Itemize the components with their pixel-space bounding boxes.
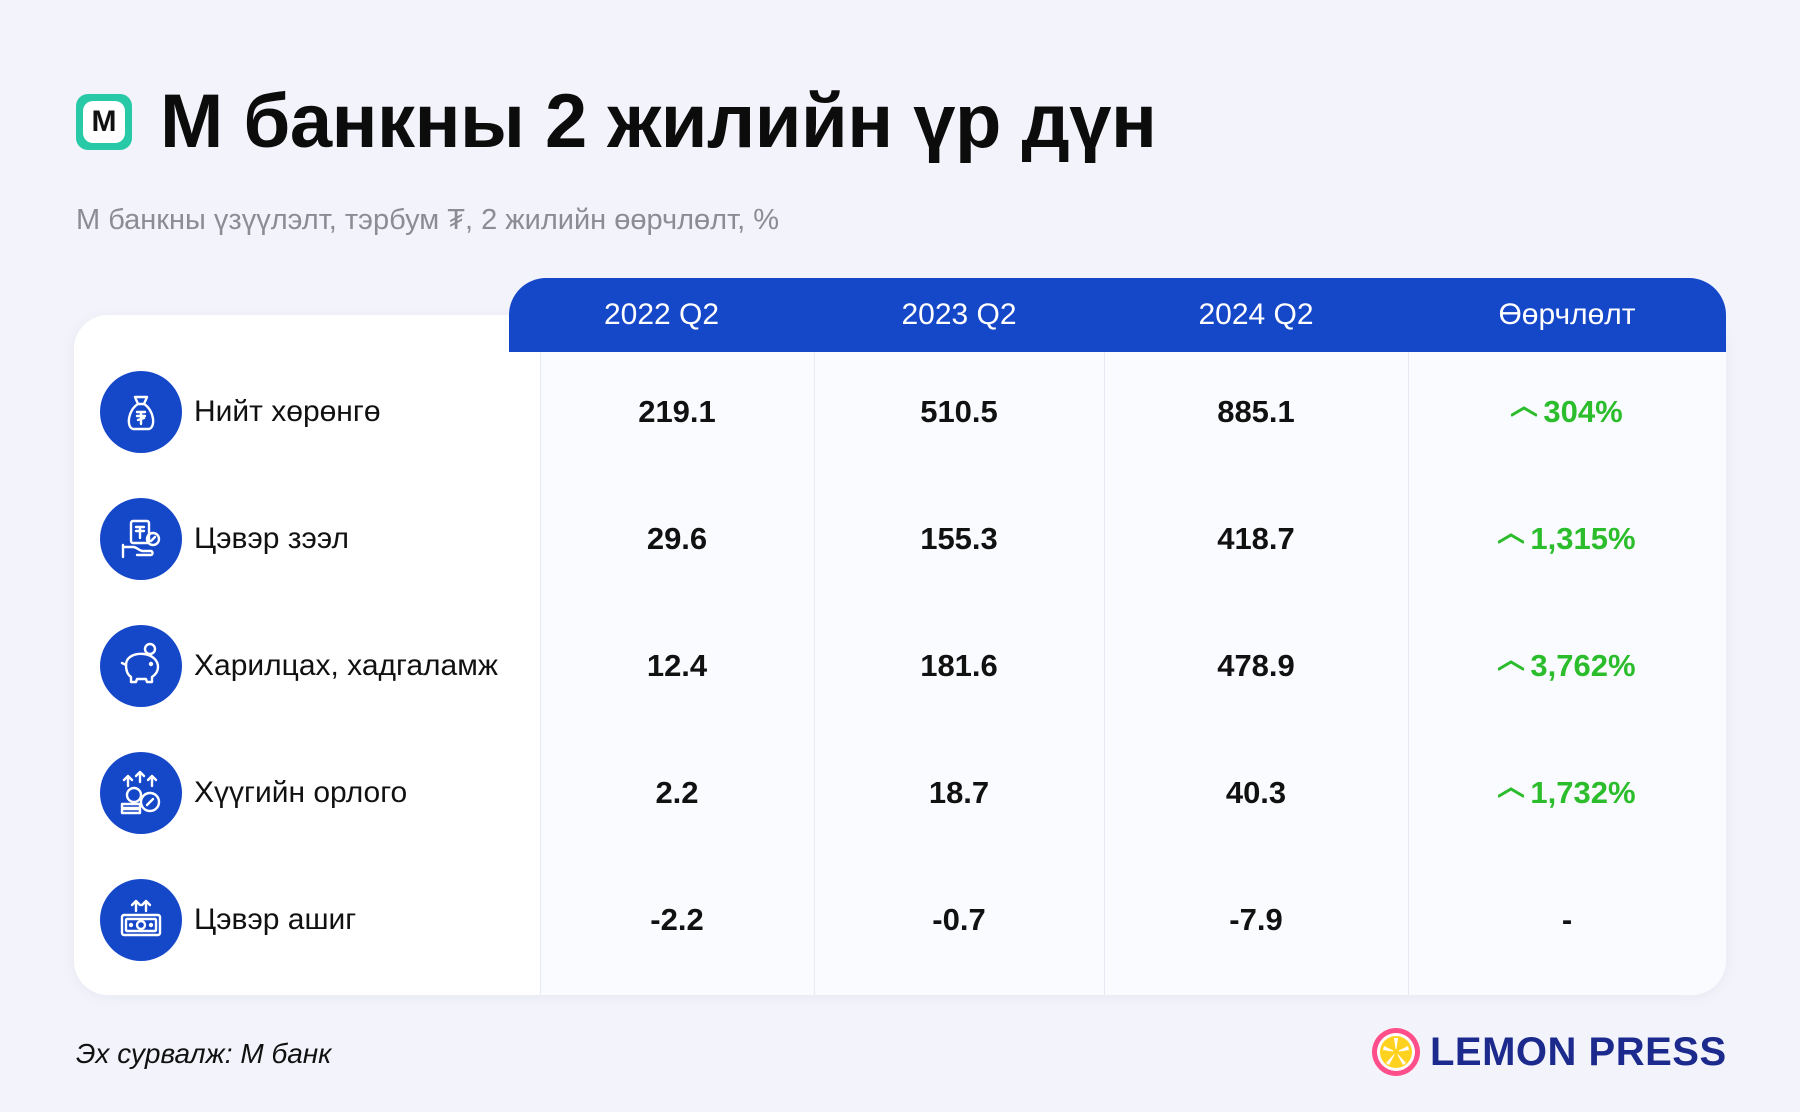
page-subtitle: М банкны үзүүлэлт, тэрбум ₮, 2 жилийн өө… bbox=[76, 204, 780, 236]
change-cell: 304% bbox=[1408, 394, 1726, 430]
change-value: 3,762% bbox=[1530, 647, 1636, 683]
loan-hand-icon bbox=[100, 497, 182, 580]
change-value: 1,732% bbox=[1530, 774, 1636, 810]
row-label: Харилцах, хадгаламж bbox=[194, 648, 498, 682]
piggy-bank-icon bbox=[100, 624, 182, 707]
value-2024q2: 418.7 bbox=[1217, 520, 1295, 556]
value-2023q2: -0.7 bbox=[932, 901, 986, 937]
logo-letter: М bbox=[83, 100, 125, 143]
value-2024q2: 885.1 bbox=[1217, 393, 1295, 429]
table-row: Цэвэр зээл 29.6 155.3 418.7 1,315% bbox=[74, 475, 1726, 602]
table-row: Цэвэр ашиг -2.2 -0.7 -7.9 - bbox=[74, 856, 1726, 983]
trend-up-icon bbox=[1498, 659, 1525, 670]
m-bank-logo-icon: М bbox=[76, 93, 132, 150]
change-cell: - bbox=[1408, 902, 1726, 938]
trend-up-icon bbox=[1511, 405, 1538, 416]
row-label-cell: Цэвэр ашиг bbox=[74, 878, 540, 961]
value-2022q2: 2.2 bbox=[655, 774, 699, 810]
column-divider bbox=[540, 315, 541, 995]
column-divider bbox=[1408, 315, 1409, 995]
brand-name: LEMON PRESS bbox=[1430, 1029, 1727, 1074]
row-label: Хүүгийн орлого bbox=[194, 775, 408, 809]
trend-up-icon bbox=[1498, 786, 1525, 797]
change-cell: 1,315% bbox=[1408, 521, 1726, 557]
column-header-2024q2: 2024 Q2 bbox=[1198, 298, 1314, 331]
value-2024q2: 40.3 bbox=[1225, 774, 1287, 810]
table-header: 2022 Q2 2023 Q2 2024 Q2 Өөрчлөлт bbox=[509, 278, 1726, 352]
column-header-change: Өөрчлөлт bbox=[1498, 298, 1636, 331]
change-value: 1,315% bbox=[1530, 520, 1636, 556]
value-2023q2: 510.5 bbox=[920, 393, 998, 429]
page-header: М М банкны 2 жилийн үр дүн bbox=[76, 78, 1157, 165]
change-cell: 3,762% bbox=[1408, 648, 1726, 684]
row-label: Цэвэр ашиг bbox=[194, 902, 357, 936]
change-value: - bbox=[1561, 901, 1573, 937]
value-2024q2: -7.9 bbox=[1229, 901, 1283, 937]
brand-logo: LEMON PRESS bbox=[1370, 1026, 1727, 1078]
table-row: Нийт хөрөнгө 219.1 510.5 885.1 304% bbox=[74, 348, 1726, 475]
row-label: Цэвэр зээл bbox=[194, 521, 349, 555]
row-label-cell: Харилцах, хадгаламж bbox=[74, 624, 540, 707]
value-2023q2: 181.6 bbox=[920, 647, 998, 683]
row-label-cell: Нийт хөрөнгө bbox=[74, 370, 540, 453]
table-row: Харилцах, хадгаламж 12.4 181.6 478.9 3,7… bbox=[74, 602, 1726, 729]
interest-income-icon bbox=[100, 751, 182, 834]
value-2022q2: 29.6 bbox=[646, 520, 708, 556]
value-2024q2: 478.9 bbox=[1217, 647, 1295, 683]
page-title: М банкны 2 жилийн үр дүн bbox=[160, 79, 1157, 164]
value-2023q2: 18.7 bbox=[928, 774, 990, 810]
value-2023q2: 155.3 bbox=[920, 520, 998, 556]
value-2022q2: -2.2 bbox=[650, 901, 704, 937]
lemon-icon bbox=[1372, 1028, 1420, 1076]
table-card bbox=[74, 315, 1726, 995]
column-header-2023q2: 2023 Q2 bbox=[901, 298, 1017, 331]
table-row: Хүүгийн орлого 2.2 18.7 40.3 1,732% bbox=[74, 729, 1726, 856]
row-label: Нийт хөрөнгө bbox=[194, 394, 381, 428]
source-note: Эх сурвалж: М банк bbox=[76, 1038, 332, 1069]
net-profit-icon bbox=[100, 878, 182, 961]
value-2022q2: 219.1 bbox=[638, 393, 716, 429]
trend-up-icon bbox=[1498, 532, 1525, 543]
row-label-cell: Цэвэр зээл bbox=[74, 497, 540, 580]
row-label-cell: Хүүгийн орлого bbox=[74, 751, 540, 834]
column-header-2022q2: 2022 Q2 bbox=[603, 298, 720, 331]
column-divider bbox=[814, 315, 815, 995]
money-bag-icon bbox=[100, 370, 182, 453]
column-divider bbox=[1104, 315, 1105, 995]
change-value: 304% bbox=[1543, 393, 1623, 429]
value-2022q2: 12.4 bbox=[646, 647, 708, 683]
change-cell: 1,732% bbox=[1408, 775, 1726, 811]
